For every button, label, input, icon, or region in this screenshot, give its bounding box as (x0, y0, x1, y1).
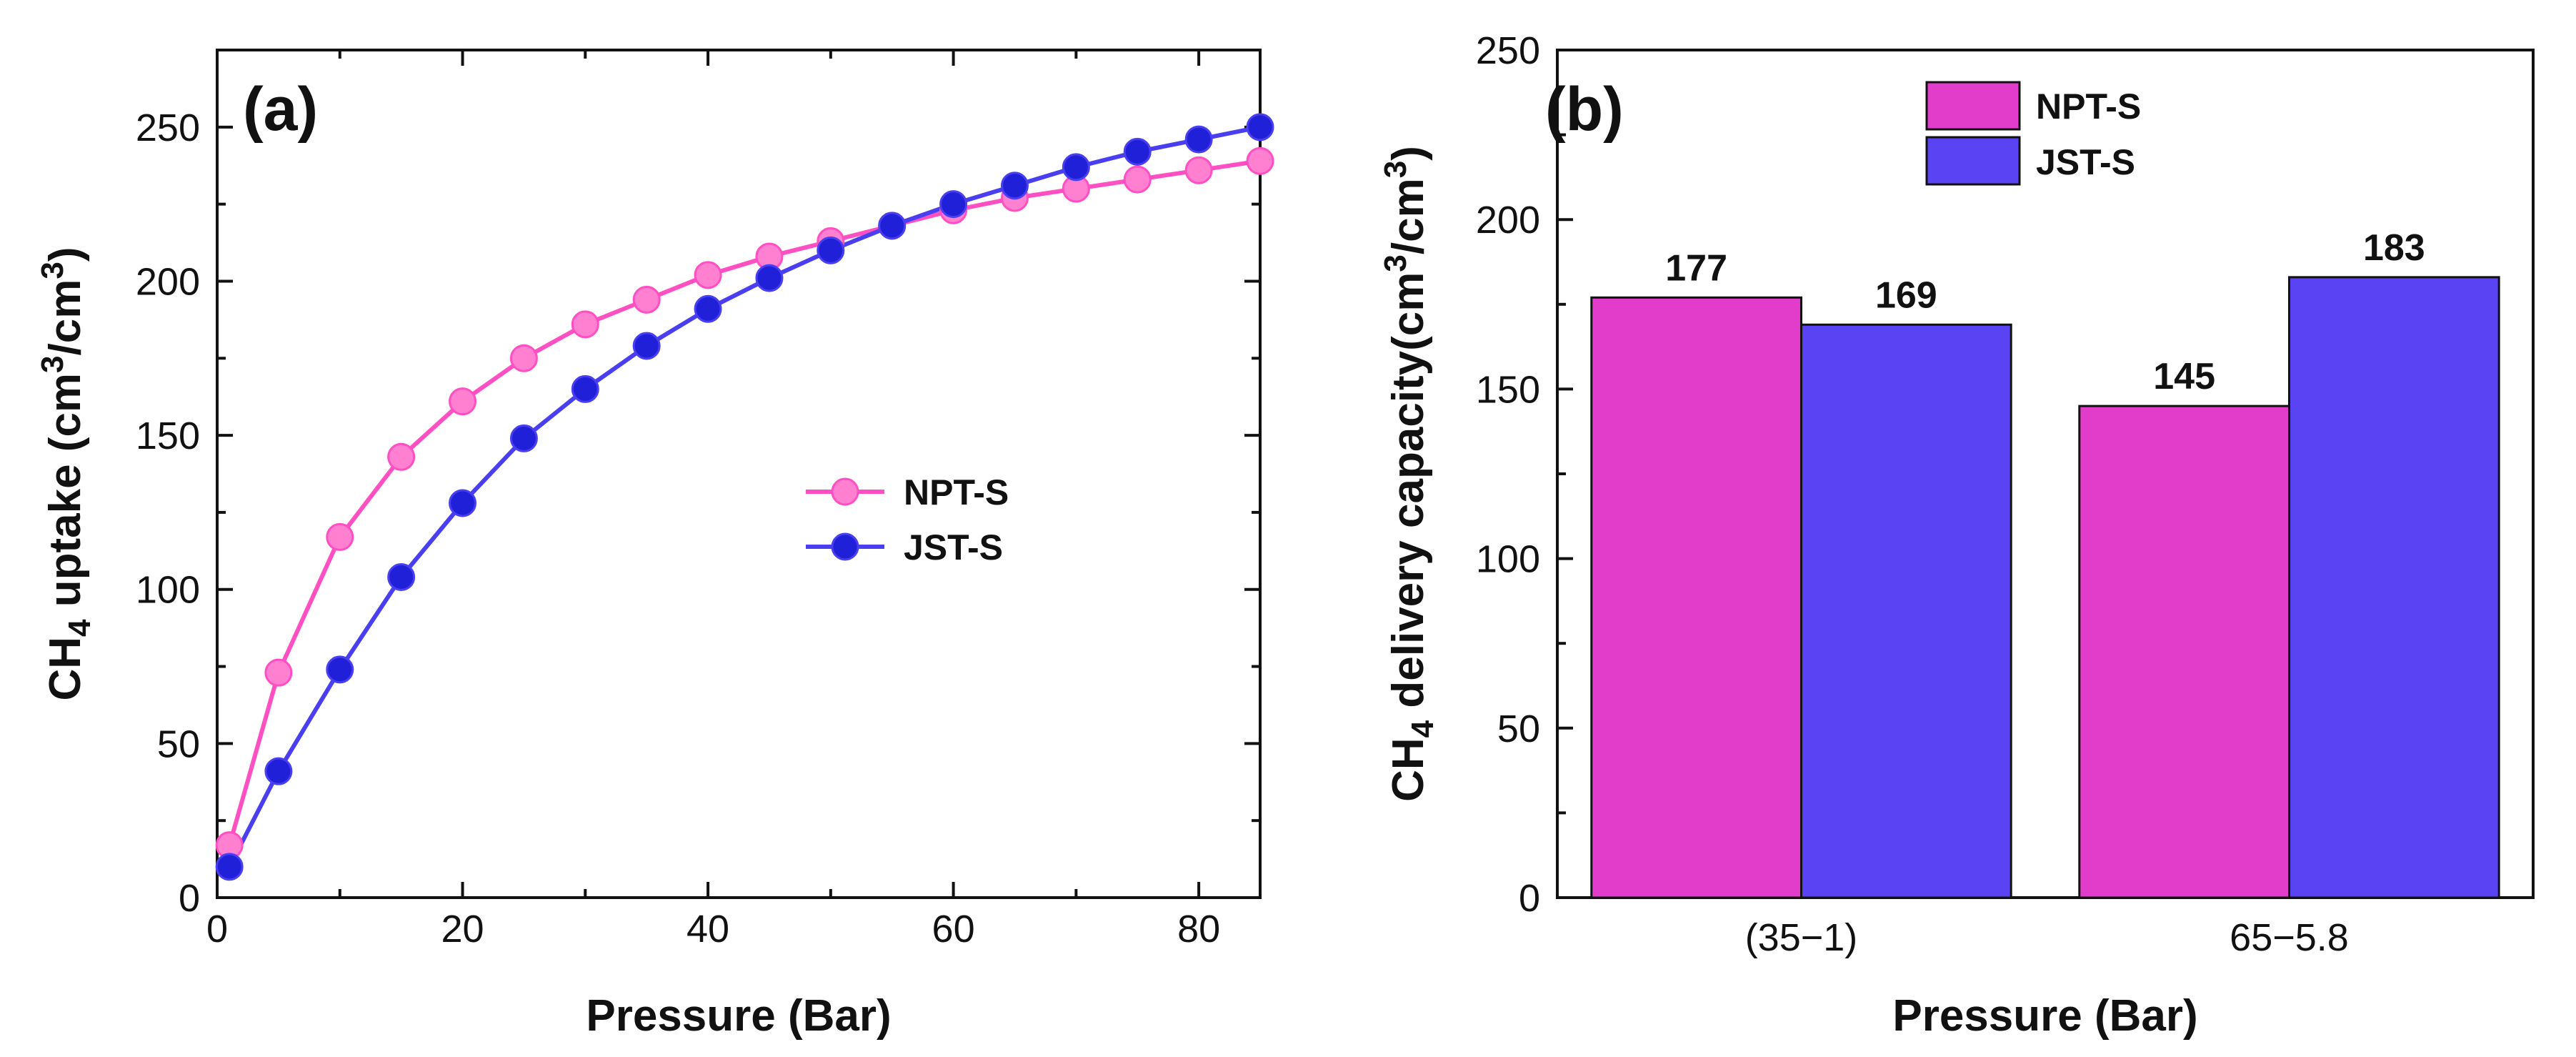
data-point-jst-s (1123, 137, 1152, 166)
data-point-jst-s (755, 264, 784, 292)
panel-b-bars (1590, 276, 2500, 899)
data-point-npt-s (1184, 156, 1213, 184)
panel-a-line-chart: 0 20 40 60 80 0 50 100 150 200 250 (a) Pressure (… (35, 49, 1274, 1041)
panel-a-x-axis-title: Pressure (Bar) (586, 991, 891, 1041)
data-point-npt-s (326, 522, 354, 551)
data-point-npt-s (387, 442, 416, 471)
data-point-npt-s (509, 344, 538, 372)
bar-npt-s (1590, 296, 1803, 899)
y-tick-label: 250 (136, 106, 200, 149)
data-label-npt-s: 145 (2153, 356, 2215, 397)
data-point-npt-s (571, 310, 599, 339)
data-point-jst-s (817, 236, 845, 264)
legend-npt-s-marker (831, 477, 859, 506)
bar-jst-s (2288, 276, 2500, 899)
y-tick-label: 200 (1476, 199, 1540, 242)
legend-item-npt-s: NPT-S (1925, 81, 2141, 131)
panel-b-bar-chart: 0 50 100 150 200 250 177 169 145 183 (35−1) 65−5.… (1378, 29, 2535, 1041)
panel-b-label: (b) (1545, 75, 1624, 144)
data-point-jst-s (1184, 125, 1213, 154)
y-tick-label: 150 (136, 415, 200, 457)
x-tick-label: 80 (1177, 908, 1220, 951)
category-label: 65−5.8 (2230, 916, 2349, 959)
series-line-npt-s (227, 159, 1261, 846)
data-point-jst-s (509, 424, 538, 452)
data-point-jst-s (264, 757, 293, 785)
legend-npt-s-swatch (1925, 81, 2021, 131)
data-point-jst-s (1062, 153, 1090, 182)
panel-a-series-lines (227, 124, 1261, 868)
legend-jst-s-marker (831, 532, 859, 561)
y-tick-label: 0 (1519, 877, 1540, 920)
panel-b-x-axis-title: Pressure (Bar) (1892, 991, 2197, 1041)
x-tick-label: 20 (441, 908, 484, 951)
legend-npt-s-label: NPT-S (904, 472, 1009, 512)
panel-b-y-axis-title: CH4 delivery capacity(cm3/cm3) (1378, 146, 1440, 802)
y-tick-label: 50 (157, 723, 200, 765)
data-point-jst-s (1000, 172, 1029, 200)
legend-npt-s-label: NPT-S (2036, 86, 2141, 126)
legend-jst-s-label: JST-S (904, 527, 1003, 567)
data-point-npt-s (694, 261, 722, 289)
y-tick-label: 0 (179, 877, 200, 920)
panel-a-y-tick-labels: 0 50 100 150 200 250 (136, 106, 200, 920)
y-tick-label: 200 (136, 260, 200, 303)
data-point-npt-s (1246, 147, 1274, 175)
data-point-jst-s (939, 190, 968, 219)
y-tick-label: 150 (1476, 368, 1540, 411)
y-tick-label: 100 (136, 569, 200, 612)
data-label-npt-s: 177 (1665, 247, 1727, 289)
panel-a-y-axis-title: CH4 uptake (cm3/cm3) (35, 247, 97, 700)
legend-jst-s-label: JST-S (2036, 142, 2135, 182)
data-point-jst-s (326, 655, 354, 684)
panel-a-x-tick-labels: 0 20 40 60 80 (206, 908, 1220, 951)
y-tick-label: 100 (1476, 538, 1540, 581)
data-label-jst-s: 183 (2363, 227, 2425, 269)
panel-a-label: (a) (243, 75, 318, 144)
data-point-jst-s (878, 212, 907, 240)
data-point-jst-s (387, 562, 416, 591)
data-point-jst-s (694, 294, 722, 323)
data-point-jst-s (215, 853, 244, 881)
bar-npt-s (2078, 405, 2291, 899)
category-label: (35−1) (1745, 916, 1858, 959)
legend-item-jst-s: JST-S (806, 527, 1003, 567)
panel-a-series-points (215, 113, 1274, 881)
bar-jst-s (1800, 323, 2012, 899)
panel-a-legend: NPT-S JST-S (806, 472, 1009, 567)
data-point-jst-s (449, 489, 477, 517)
data-point-npt-s (632, 285, 661, 314)
x-tick-label: 0 (206, 908, 228, 951)
data-point-jst-s (571, 374, 599, 403)
legend-item-jst-s: JST-S (1925, 136, 2135, 186)
panel-a-plot-frame (216, 49, 1262, 899)
panel-b-category-labels: (35−1) 65−5.8 (1745, 916, 2349, 959)
y-tick-label: 250 (1476, 29, 1540, 72)
x-tick-label: 40 (687, 908, 729, 951)
legend-item-npt-s: NPT-S (806, 472, 1009, 512)
data-point-jst-s (1246, 113, 1274, 142)
y-tick-label: 50 (1497, 708, 1540, 750)
x-tick-label: 60 (932, 908, 975, 951)
data-point-npt-s (264, 658, 293, 687)
legend-jst-s-swatch (1925, 136, 2021, 186)
panel-b-data-labels: 177 169 145 183 (1665, 227, 2425, 397)
data-point-npt-s (1123, 165, 1152, 194)
data-label-jst-s: 169 (1875, 274, 1937, 316)
panel-b-y-tick-labels: 0 50 100 150 200 250 (1476, 29, 1540, 920)
data-point-npt-s (449, 387, 477, 416)
series-line-jst-s (227, 124, 1261, 868)
panel-a-ticks (216, 49, 1260, 899)
panel-b-legend: NPT-S JST-S (1925, 81, 2141, 186)
data-point-jst-s (632, 332, 661, 360)
